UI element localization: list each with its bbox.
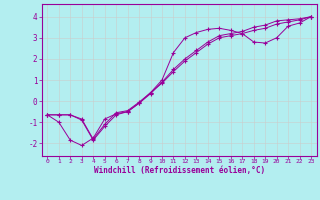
X-axis label: Windchill (Refroidissement éolien,°C): Windchill (Refroidissement éolien,°C): [94, 166, 265, 175]
